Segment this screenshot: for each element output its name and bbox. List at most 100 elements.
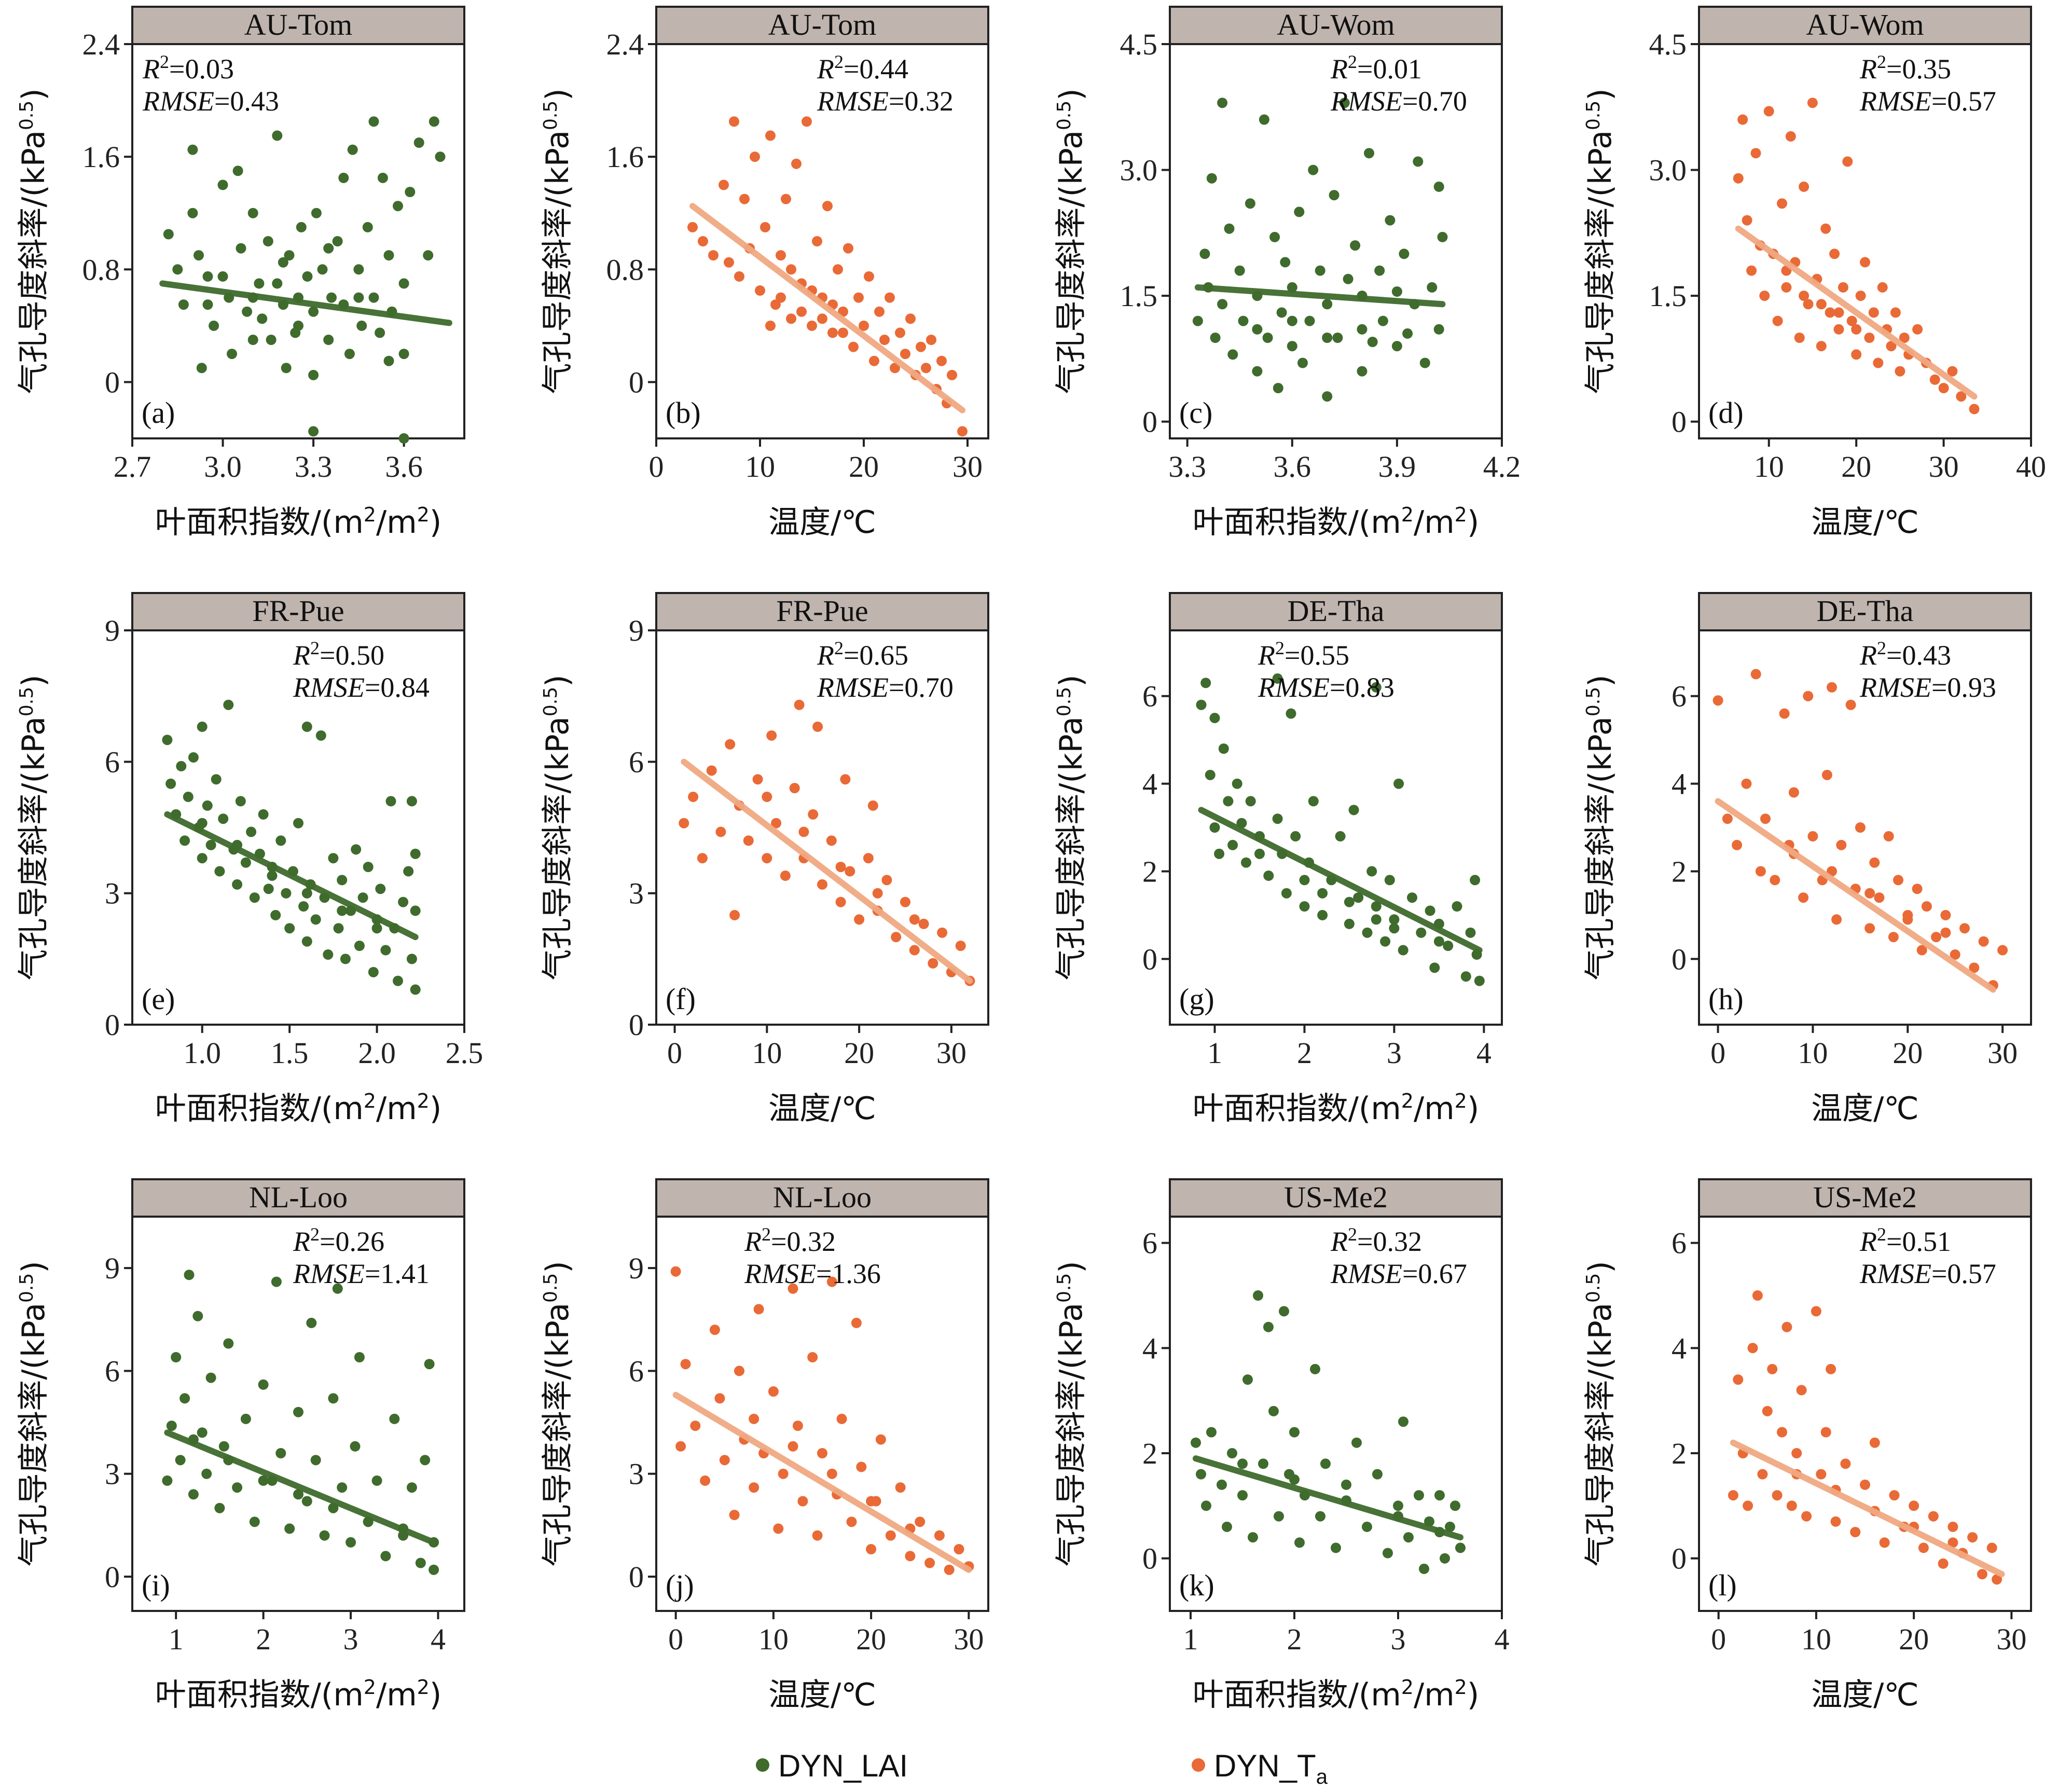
data-point — [1380, 936, 1391, 947]
data-point — [315, 730, 326, 741]
data-point — [851, 1317, 862, 1328]
data-point — [353, 264, 364, 275]
y-axis-title: 气孔导度斜率/(kPa0.5) — [1053, 1261, 1089, 1566]
x-tick-label: 10 — [1754, 450, 1784, 484]
data-point — [1348, 805, 1359, 816]
data-point — [232, 1482, 243, 1493]
data-point — [792, 1421, 803, 1431]
r2-value: =0.44 — [844, 53, 908, 85]
y-tick-label: 3 — [105, 1457, 120, 1491]
y-tick-label: 1.6 — [82, 140, 120, 174]
data-point — [311, 208, 322, 218]
r2-stat: R2=0.51 — [1859, 1224, 1951, 1257]
y-tick-label: 2 — [1142, 1437, 1157, 1470]
data-point — [1294, 206, 1305, 217]
data-point — [267, 870, 278, 881]
data-point — [1820, 1427, 1831, 1438]
data-point — [1743, 1500, 1753, 1511]
data-point — [1893, 875, 1903, 886]
data-point — [846, 1517, 857, 1527]
rmse-value: =0.57 — [1931, 86, 1996, 117]
y-tick-label: 0 — [1672, 1542, 1687, 1576]
data-point — [1855, 291, 1866, 301]
data-point — [217, 271, 228, 282]
x-tick-label: 0 — [1711, 1622, 1726, 1656]
data-point — [1427, 282, 1438, 293]
data-point — [188, 1489, 199, 1500]
data-point — [337, 1482, 348, 1493]
data-point — [284, 250, 295, 261]
data-point — [1322, 391, 1333, 402]
data-point — [1389, 914, 1400, 925]
r2-exponent: 2 — [1348, 51, 1357, 72]
r2-symbol: R — [293, 1226, 310, 1257]
data-point — [1443, 941, 1454, 951]
data-point — [178, 299, 189, 310]
data-point — [1759, 291, 1770, 301]
data-point — [308, 426, 319, 437]
data-point — [1252, 366, 1263, 377]
y-tick-label: 0 — [629, 365, 644, 399]
data-point — [1332, 333, 1343, 343]
data-point — [1371, 901, 1382, 912]
x-axis-title: 温度/℃ — [768, 1677, 876, 1713]
x-tick-label: 1 — [1183, 1622, 1198, 1656]
data-point — [302, 271, 313, 282]
data-point — [205, 839, 216, 850]
panel-strip — [131, 1178, 465, 1218]
y-axis-title: 气孔导度斜率/(kPa0.5) — [1582, 88, 1619, 394]
r2-stat: R2=0.32 — [1330, 1224, 1422, 1257]
fit-line — [672, 1391, 972, 1573]
data-point — [1209, 712, 1220, 723]
data-point — [1407, 892, 1417, 903]
data-point — [1391, 341, 1402, 352]
panel-title: FR-Pue — [252, 594, 344, 628]
y-tick-label: 4 — [1142, 1331, 1157, 1365]
r2-exponent: 2 — [160, 51, 169, 72]
data-point — [1227, 839, 1238, 850]
data-point — [781, 194, 791, 204]
data-point — [845, 866, 855, 877]
plot-frame — [1698, 1216, 2032, 1612]
rmse-symbol: RMSE — [744, 1258, 816, 1289]
data-point — [1245, 198, 1255, 209]
data-point — [900, 349, 910, 360]
data-point — [854, 914, 865, 925]
data-point — [1741, 778, 1752, 789]
data-point — [354, 1352, 365, 1362]
r2-stat: R2=0.35 — [1859, 51, 1951, 85]
data-point — [1389, 923, 1400, 934]
y-tick-label: 6 — [105, 745, 120, 779]
data-point — [1357, 366, 1368, 377]
data-point — [1938, 1558, 1949, 1569]
data-point — [934, 1530, 945, 1541]
y-tick-label: 3.0 — [1120, 154, 1158, 187]
x-axis-title: 叶面积指数/(m2/m2) — [1193, 1090, 1480, 1127]
rmse-value: =0.70 — [1402, 86, 1467, 117]
panel-letter: (k) — [1179, 1568, 1214, 1602]
data-point — [1873, 357, 1884, 368]
data-point — [1931, 932, 1942, 943]
data-point — [1916, 945, 1927, 956]
panel-title: AU-Tom — [244, 8, 353, 42]
data-point — [867, 800, 878, 811]
data-point — [698, 236, 708, 246]
data-point — [1763, 106, 1774, 117]
data-point — [1384, 875, 1395, 886]
data-point — [773, 1523, 784, 1534]
data-point — [1343, 273, 1353, 284]
data-point — [955, 941, 966, 951]
data-point — [227, 349, 237, 360]
rmse-symbol: RMSE — [1859, 1258, 1931, 1289]
x-tick-label: 2.5 — [446, 1036, 484, 1070]
data-point — [1253, 1290, 1263, 1301]
x-tick-label: 40 — [2016, 450, 2046, 484]
x-tick-label: 1 — [1207, 1036, 1222, 1070]
y-tick-label: 4.5 — [1649, 27, 1687, 61]
data-point — [1779, 708, 1790, 719]
y-tick-label: 9 — [629, 614, 644, 647]
y-tick-label: 9 — [105, 1251, 120, 1285]
data-point — [1297, 357, 1308, 368]
